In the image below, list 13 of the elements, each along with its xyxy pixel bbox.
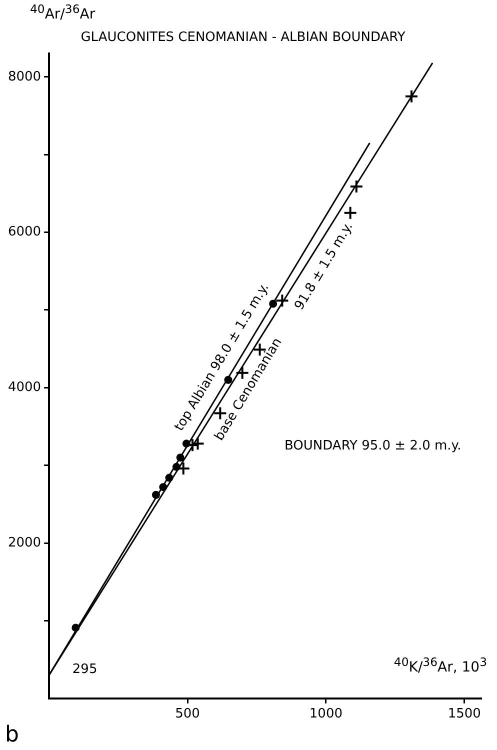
x-axis-title: $^{40}$K/$^{36}$Ar, 10$^{3}$ <box>394 655 487 676</box>
annotation: 295 <box>72 662 98 677</box>
x-tick-label: 500 <box>175 706 200 722</box>
y-tick-label: 4000 <box>8 380 42 396</box>
chart-title: GLAUCONITES CENOMANIAN - ALBIAN BOUNDARY <box>80 30 406 46</box>
y-axis-title: $^{40}$Ar/$^{36}$Ar <box>30 2 96 23</box>
y-tick-label: 6000 <box>8 224 42 240</box>
text: b <box>5 722 19 748</box>
x-tick-label: 1000 <box>309 706 342 722</box>
x-tick-label: 1500 <box>448 706 481 722</box>
y-tick-label: 2000 <box>8 535 42 550</box>
y-tick-label: 8000 <box>8 69 42 84</box>
annotation: BOUNDARY 95.0 ± 2.0 m.y. <box>284 438 462 454</box>
